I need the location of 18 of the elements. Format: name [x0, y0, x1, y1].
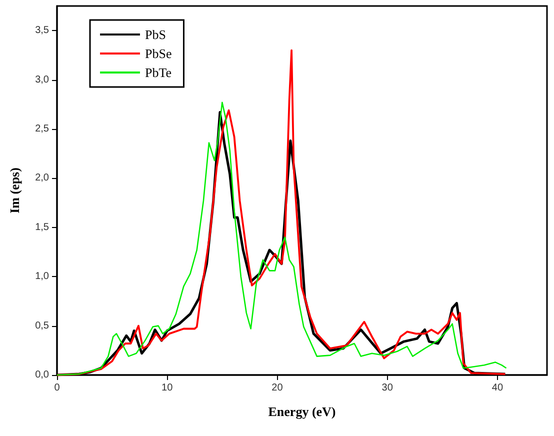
- x-tick-label: 10: [162, 382, 174, 394]
- y-axis-title: Im (eps): [7, 168, 22, 214]
- legend-label: PbSe: [145, 46, 172, 61]
- y-tick-label: 1,5: [35, 222, 50, 233]
- y-tick-label: 1,0: [35, 271, 50, 282]
- x-tick-label: 40: [492, 382, 504, 394]
- y-tick-label: 3,0: [35, 74, 50, 86]
- x-tick-label: 0: [54, 382, 60, 394]
- x-tick-label: 20: [272, 382, 284, 394]
- legend-label: PbTe: [145, 65, 172, 80]
- y-tick-label: 2,0: [35, 172, 50, 184]
- y-tick-label: 2,5: [35, 124, 50, 134]
- legend-label: PbS: [145, 27, 166, 42]
- y-tick-label: 0,5: [35, 320, 50, 332]
- y-tick-label: 3,5: [35, 25, 50, 36]
- x-tick-label: 30: [382, 382, 394, 394]
- x-axis-title: Energy (eV): [268, 404, 336, 419]
- y-tick-label: 0,0: [35, 370, 50, 380]
